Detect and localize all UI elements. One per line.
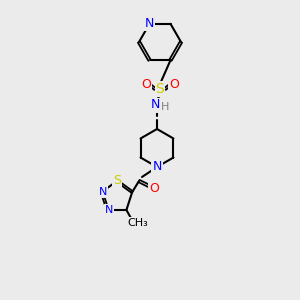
Text: CH₃: CH₃ bbox=[127, 218, 148, 228]
Text: O: O bbox=[149, 182, 159, 196]
Text: N: N bbox=[145, 17, 154, 30]
Text: S: S bbox=[156, 82, 164, 96]
Text: N: N bbox=[152, 160, 162, 173]
Text: H: H bbox=[161, 102, 169, 112]
Text: O: O bbox=[141, 79, 151, 92]
Text: N: N bbox=[150, 98, 160, 112]
Text: N: N bbox=[99, 187, 107, 197]
Text: S: S bbox=[113, 175, 121, 188]
Text: N: N bbox=[104, 205, 113, 215]
Text: O: O bbox=[169, 79, 179, 92]
